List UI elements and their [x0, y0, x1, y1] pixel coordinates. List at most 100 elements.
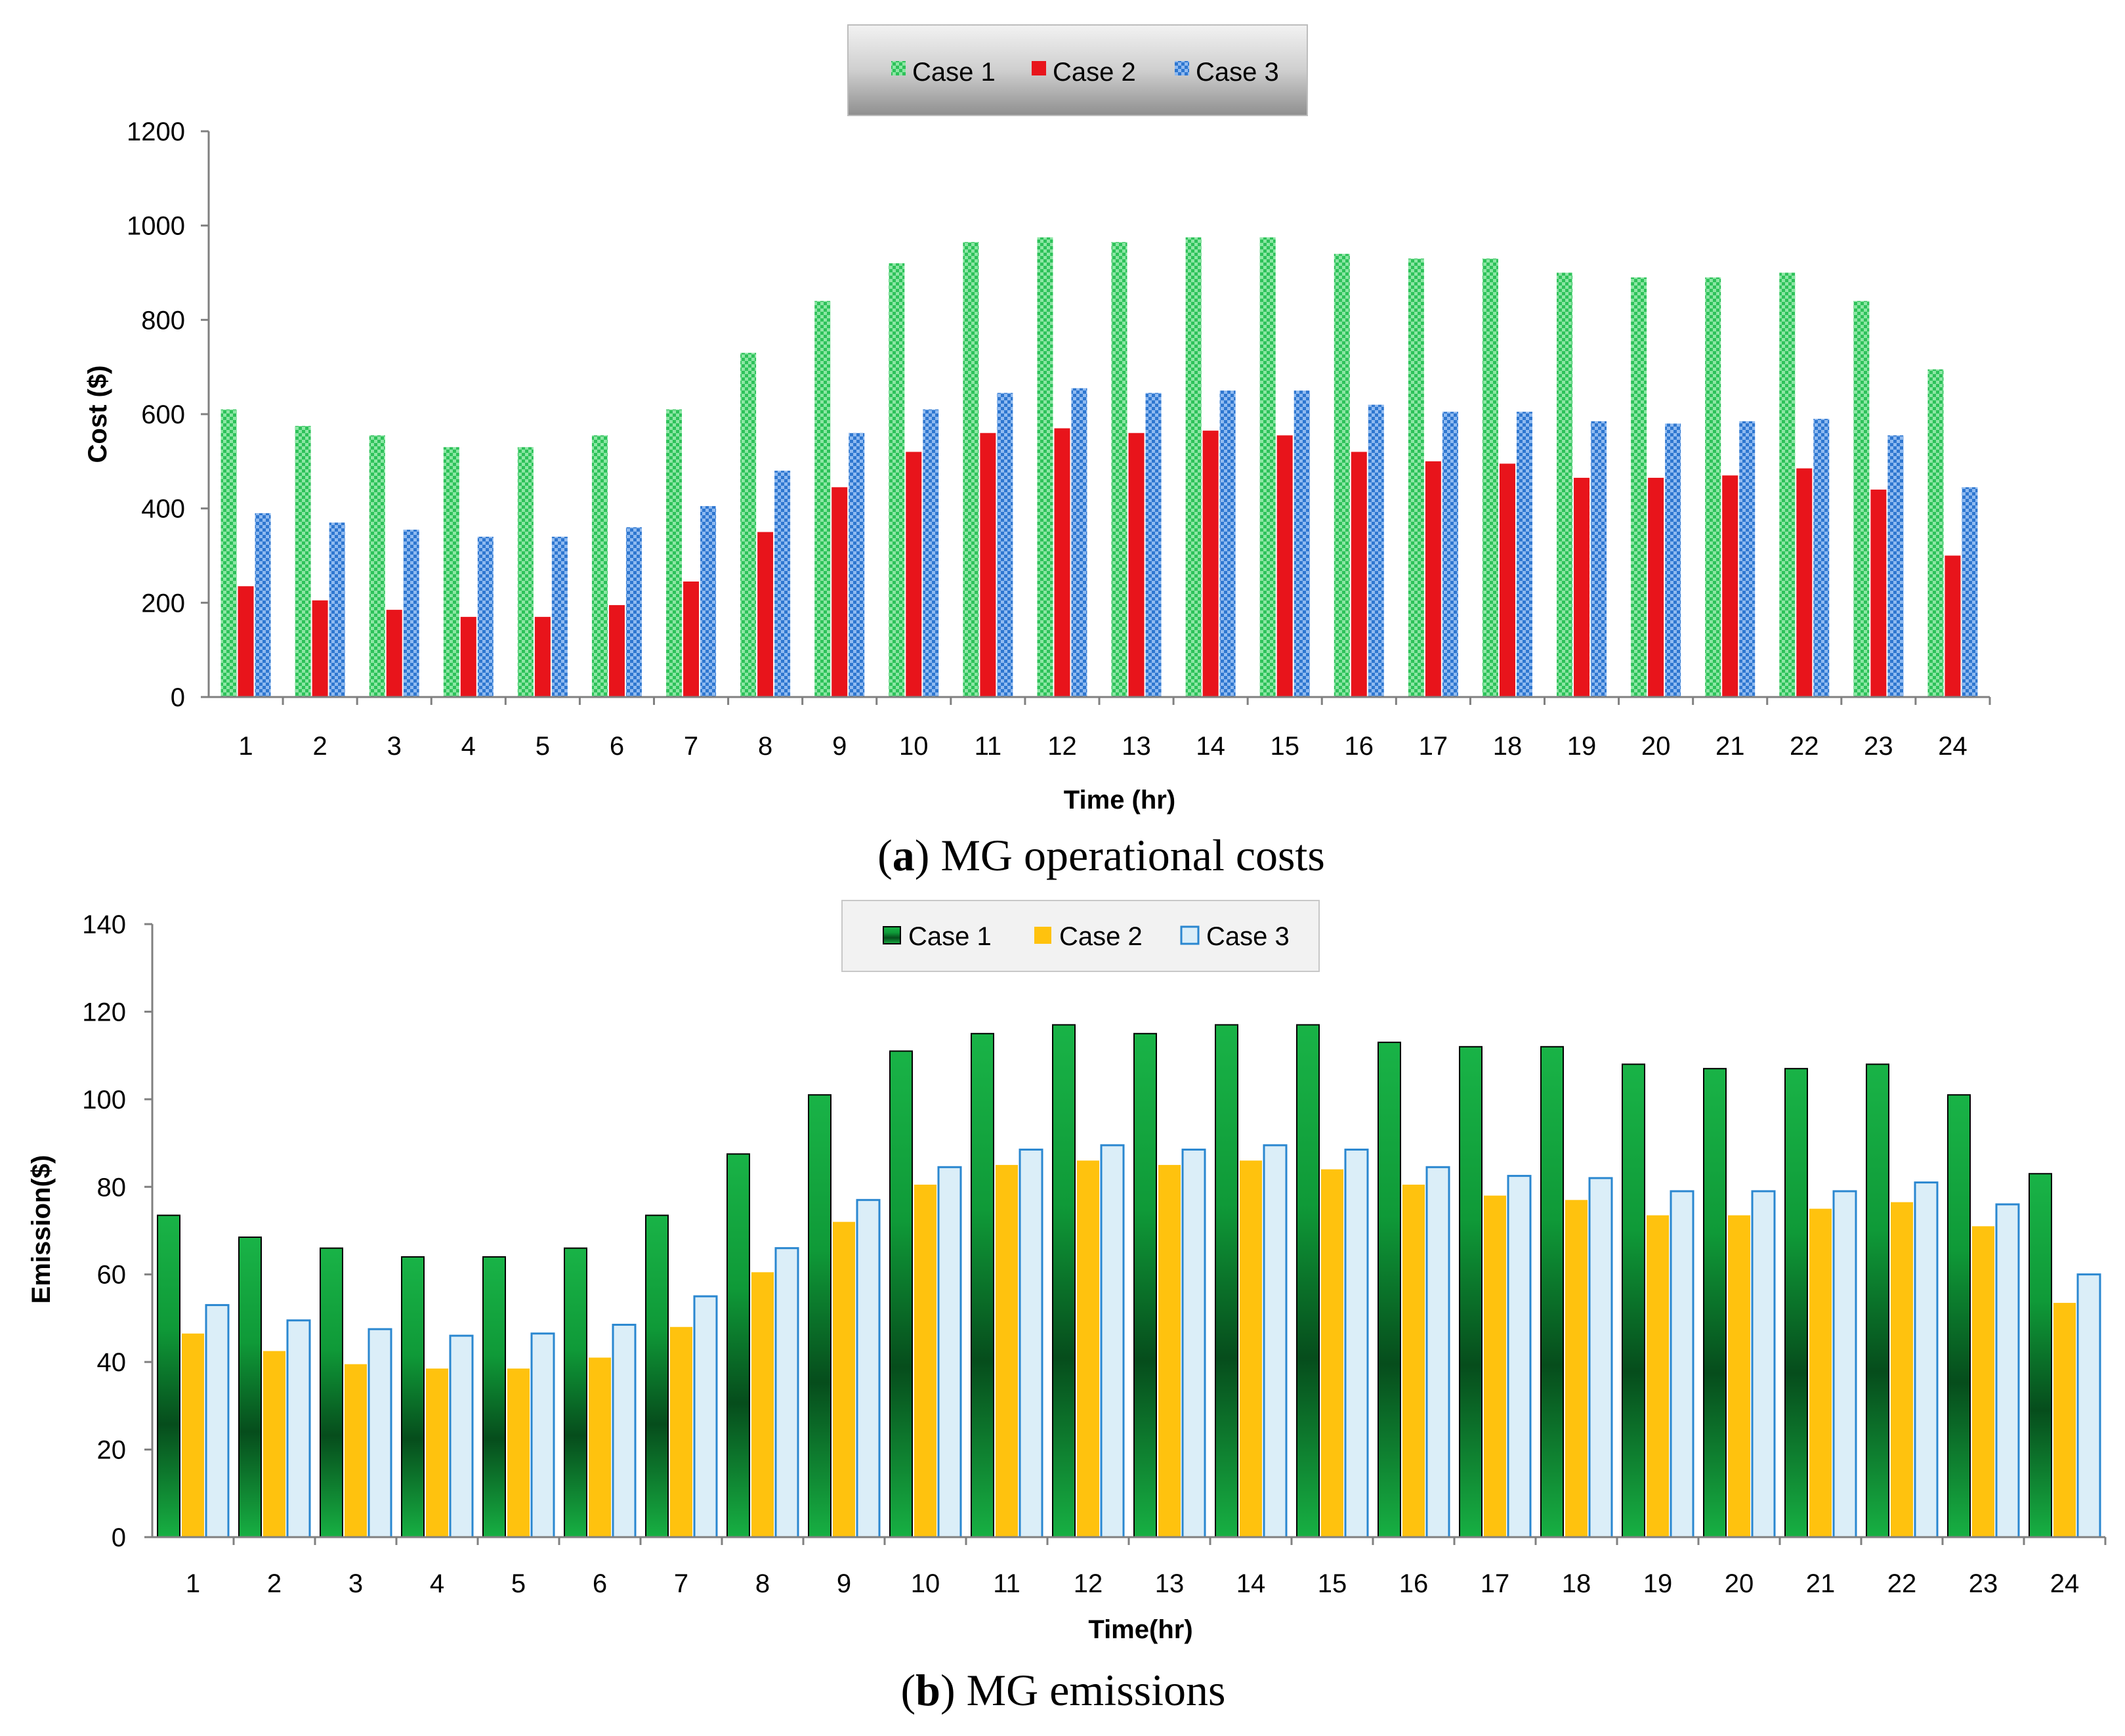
chart-a-bar-case-2-hr-14: [1202, 431, 1219, 697]
chart-a-bar-case-1-hr-11: [963, 242, 979, 697]
chart-b-bar-case-3-hr-2: [286, 1319, 311, 1538]
chart-a-y-tick-label: 800: [141, 306, 185, 335]
chart-a-bar-case-1-hr-23: [1853, 301, 1870, 698]
chart-a-bar-case-2-hr-7: [683, 582, 700, 697]
chart-b-bar-case-3-hr-16: [1425, 1166, 1450, 1538]
chart-b-y-tick-label: 20: [97, 1436, 127, 1465]
chart-a-bar-case-3-hr-10: [923, 409, 939, 697]
chart-b-y-tick-label: 80: [97, 1173, 127, 1202]
chart-a-bar-case-2-hr-4: [460, 616, 476, 697]
chart-a-bar-case-2-hr-3: [386, 610, 402, 697]
chart-a-x-tick-label: 19: [1567, 732, 1597, 761]
chart-a-x-tick-label: 7: [684, 732, 698, 761]
chart-a-bar-case-1-hr-13: [1111, 242, 1127, 697]
chart-a-bar-case-1-hr-18: [1482, 258, 1498, 697]
chart-a-bar-case-2-hr-12: [1054, 428, 1070, 697]
chart-b-bar-case-1-hr-4: [401, 1256, 425, 1538]
chart-b-bar-case-2-hr-11: [996, 1164, 1018, 1537]
chart-a-bar-case-2-hr-15: [1276, 435, 1293, 697]
chart-b-x-tick-label: 24: [2050, 1569, 2080, 1598]
chart-b-bar-case-1-hr-5: [482, 1256, 506, 1538]
chart-a-bar-case-2-hr-18: [1499, 463, 1515, 697]
chart-b-y-tick-label: 40: [97, 1348, 127, 1377]
chart-b-bar-case-3-hr-11: [1019, 1149, 1043, 1538]
chart-b-bar-case-3-hr-6: [612, 1323, 637, 1538]
chart-a-bar-case-3-hr-16: [1368, 404, 1384, 697]
chart-a-bar-case-1-hr-12: [1037, 237, 1053, 697]
chart-b-emissions: Case 1 Case 2 Case 3 020406080100120140 …: [27, 900, 2107, 1715]
chart-a-bar-case-2-hr-1: [238, 586, 254, 697]
chart-a-bar-case-1-hr-22: [1779, 272, 1796, 697]
chart-a-legend-swatch-case-1: [891, 61, 906, 75]
chart-b-legend-label-case-1: Case 1: [908, 922, 992, 951]
chart-a-x-tick-label: 17: [1419, 732, 1448, 761]
chart-b-bar-case-3-hr-3: [368, 1328, 392, 1538]
chart-b-bar-case-2-hr-22: [1891, 1202, 1913, 1537]
chart-a-bar-case-2-hr-17: [1425, 461, 1441, 697]
chart-a-x-tick-label: 24: [1938, 732, 1967, 761]
chart-b-bar-case-2-hr-1: [182, 1333, 204, 1537]
chart-b-bar-case-1-hr-1: [157, 1214, 180, 1538]
chart-b-bar-case-1-hr-21: [1784, 1068, 1808, 1538]
chart-b-bar-case-3-hr-20: [1751, 1190, 1776, 1538]
chart-a-legend: Case 1 Case 2 Case 3: [847, 24, 1308, 116]
chart-a-x-tick-label: 1: [238, 732, 253, 761]
chart-b-x-tick-label: 17: [1481, 1569, 1510, 1598]
chart-a-bar-case-2-hr-23: [1870, 489, 1887, 697]
chart-a-bar-case-3-hr-15: [1294, 391, 1310, 697]
chart-a-bar-case-2-hr-11: [980, 433, 996, 697]
chart-b-x-tick-label: 15: [1318, 1569, 1347, 1598]
chart-a-bar-case-3-hr-6: [625, 527, 642, 697]
chart-a-y-tick-label: 0: [171, 683, 185, 712]
chart-b-bar-case-2-hr-6: [589, 1357, 611, 1537]
chart-b-bar-case-2-hr-7: [670, 1326, 692, 1537]
chart-a-bar-case-1-hr-14: [1185, 237, 1202, 697]
chart-b-bar-case-2-hr-17: [1484, 1195, 1506, 1537]
chart-b-bar-case-3-hr-21: [1832, 1190, 1857, 1538]
chart-a-x-tick-label: 16: [1345, 732, 1374, 761]
chart-a-bar-case-1-hr-10: [889, 263, 905, 698]
chart-b-bar-case-1-hr-6: [564, 1247, 587, 1538]
chart-a-bar-case-2-hr-16: [1351, 452, 1367, 697]
chart-b-bar-case-2-hr-9: [833, 1221, 855, 1537]
chart-b-x-tick-label: 12: [1074, 1569, 1103, 1598]
chart-a-bar-case-3-hr-2: [329, 522, 345, 697]
chart-a-y-tick-label: 200: [141, 589, 185, 618]
chart-a-bar-case-3-hr-4: [477, 536, 494, 697]
chart-a-x-tick-label: 5: [536, 732, 550, 761]
chart-b-x-tick-label: 10: [911, 1569, 940, 1598]
chart-b-bar-case-2-hr-13: [1158, 1164, 1181, 1537]
chart-a-y-axis-title: Cost ($): [83, 366, 112, 463]
chart-b-bar-case-3-hr-24: [2076, 1273, 2101, 1538]
chart-a-x-tick-label: 21: [1715, 732, 1745, 761]
chart-a-bar-case-3-hr-13: [1145, 392, 1162, 697]
chart-b-bar-case-1-hr-8: [726, 1153, 750, 1538]
chart-b-x-tick-label: 22: [1887, 1569, 1917, 1598]
chart-a-x-tick-label: 9: [832, 732, 847, 761]
chart-a-bar-case-2-hr-20: [1648, 477, 1664, 697]
chart-b-x-tick-label: 11: [993, 1569, 1020, 1598]
chart-b-bar-case-2-hr-16: [1402, 1184, 1425, 1537]
chart-b-x-tick-label: 9: [837, 1569, 851, 1598]
chart-b-bar-case-2-hr-8: [751, 1272, 774, 1537]
chart-b-bar-case-1-hr-24: [2029, 1173, 2052, 1538]
chart-b-bar-case-3-hr-12: [1100, 1144, 1125, 1538]
chart-b-bar-case-2-hr-5: [507, 1368, 530, 1537]
chart-a-bar-case-3-hr-14: [1219, 391, 1236, 697]
chart-b-x-tick-label: 4: [430, 1569, 444, 1598]
chart-b-bar-case-3-hr-18: [1588, 1177, 1613, 1538]
chart-a-bar-case-3-hr-23: [1887, 435, 1904, 697]
chart-b-caption: (b) MG emissions: [901, 1665, 1226, 1715]
chart-a-caption-text: MG operational costs: [940, 830, 1324, 880]
chart-b-bar-case-2-hr-19: [1647, 1215, 1669, 1537]
chart-a-caption: (a) MG operational costs: [877, 830, 1325, 880]
chart-b-x-tick-label: 16: [1399, 1569, 1429, 1598]
chart-a-bar-case-2-hr-13: [1128, 433, 1145, 697]
chart-b-legend-swatch-case-3: [1180, 925, 1200, 945]
chart-a-bar-case-3-hr-7: [700, 506, 717, 697]
chart-b-bar-case-2-hr-3: [345, 1364, 367, 1537]
chart-b-bar-case-1-hr-19: [1622, 1063, 1645, 1538]
chart-b-x-tick-label: 8: [755, 1569, 770, 1598]
chart-a-legend-swatch-case-3: [1175, 61, 1189, 75]
chart-a-caption-letter: a: [893, 830, 915, 880]
